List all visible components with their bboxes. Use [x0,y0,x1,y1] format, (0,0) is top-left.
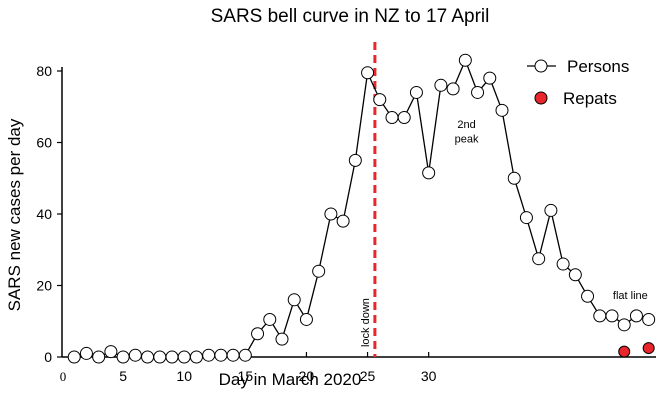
legend-label: Persons [567,57,629,76]
annotation-text: flat line [613,290,648,302]
data-point [495,103,509,117]
chart-title: SARS bell curve in NZ to 17 April [211,6,490,27]
data-point [92,350,106,364]
series-layer [67,53,656,364]
data-point [214,348,228,362]
y-tick-label: 0 [44,349,52,365]
annotation-text: 2nd [457,119,475,131]
x-tick-label: 15 [238,368,254,384]
x-tick-label: 20 [299,368,315,384]
legend: Persons Repats [527,57,629,108]
data-point [312,264,326,278]
data-point [483,71,497,85]
data-point [618,345,631,358]
x-tick-label: 25 [360,368,376,384]
y-tick-label: 20 [36,278,52,294]
data-point [556,257,570,271]
data-point [116,350,130,364]
data-point [263,312,277,326]
data-point [581,289,595,303]
x-tick-label: 10 [176,368,192,384]
data-point [434,78,448,92]
legend-marker [534,59,548,73]
data-point [251,327,265,341]
y-tick-label: 80 [36,63,52,79]
data-point [79,346,93,360]
data-point [226,348,240,362]
x-tick-label: 30 [421,368,437,384]
series-persons [67,53,656,364]
data-point [128,348,142,362]
data-point [287,293,301,307]
data-point [324,207,338,221]
data-point [299,312,313,326]
lockdown-label: lock down [360,298,372,347]
data-point [202,348,216,362]
data-point [177,350,191,364]
series-repats [618,342,655,358]
data-point [446,82,460,96]
annotations: lock down 2nd peak flat line [360,42,648,357]
data-point [532,252,546,266]
x-tick-label: 5 [119,368,127,384]
y-axis-label: SARS new cases per day [5,118,24,311]
data-point [629,309,643,323]
data-point [397,110,411,124]
legend-marker [534,91,548,105]
data-point [67,350,81,364]
data-point [568,268,582,282]
data-point [238,348,252,362]
y-tick-label: 40 [36,206,52,222]
x-axis-label: Day in March 2020 [219,370,362,389]
data-point [409,85,423,99]
y-tick-label: 60 [36,135,52,151]
data-point [165,350,179,364]
data-point [642,312,656,326]
axes: 0 20 40 60 80 0 5 10 15 20 25 30 [36,63,656,384]
data-point [104,345,118,359]
annotation-text: peak [455,134,479,146]
data-point [141,350,155,364]
data-point [422,166,436,180]
legend-label: Repats [563,89,617,108]
data-point [189,350,203,364]
data-point [153,350,167,364]
data-point [373,93,387,107]
data-point [593,309,607,323]
data-point [336,214,350,228]
data-point [507,171,521,185]
data-point [617,318,631,332]
data-point [519,211,533,225]
data-point [385,110,399,124]
data-point [471,85,485,99]
data-point [544,203,558,217]
data-point [642,342,655,355]
x-tick-label: 0 [60,369,67,384]
data-point [275,332,289,346]
data-point [458,53,472,67]
data-point [348,153,362,167]
data-point [361,66,375,80]
data-point [605,309,619,323]
